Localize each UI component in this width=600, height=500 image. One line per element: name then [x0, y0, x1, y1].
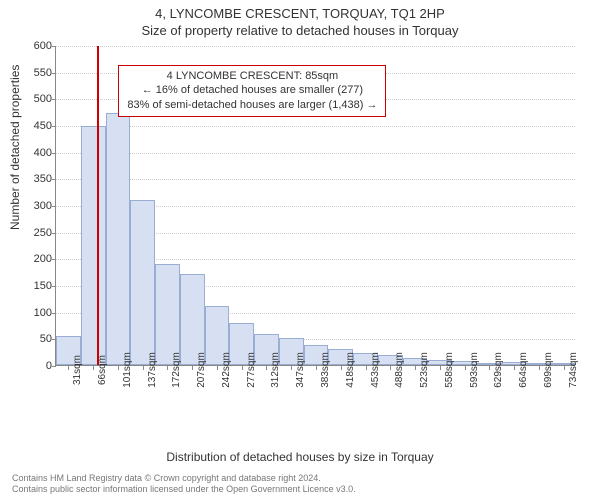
y-tick-label: 150: [22, 280, 52, 292]
histogram-bar: [106, 113, 131, 365]
y-tick-label: 400: [22, 147, 52, 159]
x-tick-label: 558sqm: [444, 352, 455, 388]
y-tick-label: 100: [22, 307, 52, 319]
y-tick-label: 350: [22, 173, 52, 185]
x-tick-label: 488sqm: [394, 352, 405, 388]
x-tick-label: 453sqm: [370, 352, 381, 388]
x-tick-label: 418sqm: [345, 352, 356, 388]
x-tick: [143, 366, 144, 370]
y-tick: [52, 73, 56, 74]
x-tick: [118, 366, 119, 370]
x-tick: [266, 366, 267, 370]
x-tick-label: 101sqm: [122, 352, 133, 388]
x-tick: [465, 366, 466, 370]
x-tick: [366, 366, 367, 370]
x-tick-label: 242sqm: [221, 352, 232, 388]
y-tick-label: 500: [22, 93, 52, 105]
plot-area: 05010015020025030035040045050055060031sq…: [55, 46, 575, 366]
y-tick: [52, 366, 56, 367]
chart-area: 05010015020025030035040045050055060031sq…: [55, 46, 575, 416]
y-tick-label: 300: [22, 200, 52, 212]
x-tick-label: 277sqm: [246, 352, 257, 388]
y-tick: [52, 126, 56, 127]
x-tick: [564, 366, 565, 370]
x-tick-label: 312sqm: [270, 352, 281, 388]
chart-title-sub: Size of property relative to detached ho…: [0, 21, 600, 42]
histogram-bar: [155, 264, 180, 365]
y-tick: [52, 313, 56, 314]
y-tick: [52, 153, 56, 154]
y-tick-label: 600: [22, 40, 52, 52]
marker-line: [97, 46, 99, 365]
gridline: [56, 179, 575, 180]
x-tick-label: 31sqm: [72, 355, 83, 385]
x-tick-label: 699sqm: [543, 352, 554, 388]
x-tick-label: 172sqm: [171, 352, 182, 388]
x-tick-label: 629sqm: [493, 352, 504, 388]
footer-line-2: Contains public sector information licen…: [12, 484, 356, 496]
y-tick-label: 50: [22, 333, 52, 345]
histogram-bar: [81, 126, 106, 365]
x-tick: [291, 366, 292, 370]
x-tick-label: 347sqm: [295, 352, 306, 388]
x-tick: [192, 366, 193, 370]
x-tick-label: 523sqm: [419, 352, 430, 388]
x-tick: [68, 366, 69, 370]
x-tick: [93, 366, 94, 370]
x-tick: [440, 366, 441, 370]
y-tick: [52, 206, 56, 207]
y-tick-label: 450: [22, 120, 52, 132]
x-tick-label: 664sqm: [518, 352, 529, 388]
y-tick: [52, 233, 56, 234]
x-tick: [390, 366, 391, 370]
annotation-box: 4 LYNCOMBE CRESCENT: 85sqm ← 16% of deta…: [118, 65, 386, 118]
chart-title-main: 4, LYNCOMBE CRESCENT, TORQUAY, TQ1 2HP: [0, 0, 600, 21]
x-tick: [167, 366, 168, 370]
x-tick: [217, 366, 218, 370]
footer-line-1: Contains HM Land Registry data © Crown c…: [12, 473, 356, 485]
x-tick: [514, 366, 515, 370]
footer-attribution: Contains HM Land Registry data © Crown c…: [12, 473, 356, 496]
gridline: [56, 153, 575, 154]
y-tick-label: 200: [22, 253, 52, 265]
x-tick: [489, 366, 490, 370]
x-tick: [316, 366, 317, 370]
y-axis-label: Number of detached properties: [8, 65, 22, 230]
y-tick: [52, 46, 56, 47]
x-tick-label: 383sqm: [320, 352, 331, 388]
y-tick: [52, 179, 56, 180]
y-tick-label: 550: [22, 67, 52, 79]
x-tick-label: 734sqm: [568, 352, 579, 388]
x-tick-label: 207sqm: [196, 352, 207, 388]
gridline: [56, 126, 575, 127]
y-tick-label: 250: [22, 227, 52, 239]
y-tick: [52, 99, 56, 100]
y-tick: [52, 259, 56, 260]
x-tick-label: 137sqm: [147, 352, 158, 388]
gridline: [56, 46, 575, 47]
x-axis-label: Distribution of detached houses by size …: [0, 450, 600, 464]
annotation-line-2: ← 16% of detached houses are smaller (27…: [127, 83, 377, 98]
x-tick: [539, 366, 540, 370]
annotation-line-3: 83% of semi-detached houses are larger (…: [127, 98, 377, 113]
x-tick: [415, 366, 416, 370]
x-tick-label: 66sqm: [97, 355, 108, 385]
x-tick-label: 593sqm: [469, 352, 480, 388]
x-tick: [341, 366, 342, 370]
annotation-line-1: 4 LYNCOMBE CRESCENT: 85sqm: [127, 69, 377, 84]
x-tick: [242, 366, 243, 370]
histogram-bar: [130, 200, 155, 365]
y-tick-label: 0: [22, 360, 52, 372]
y-tick: [52, 286, 56, 287]
